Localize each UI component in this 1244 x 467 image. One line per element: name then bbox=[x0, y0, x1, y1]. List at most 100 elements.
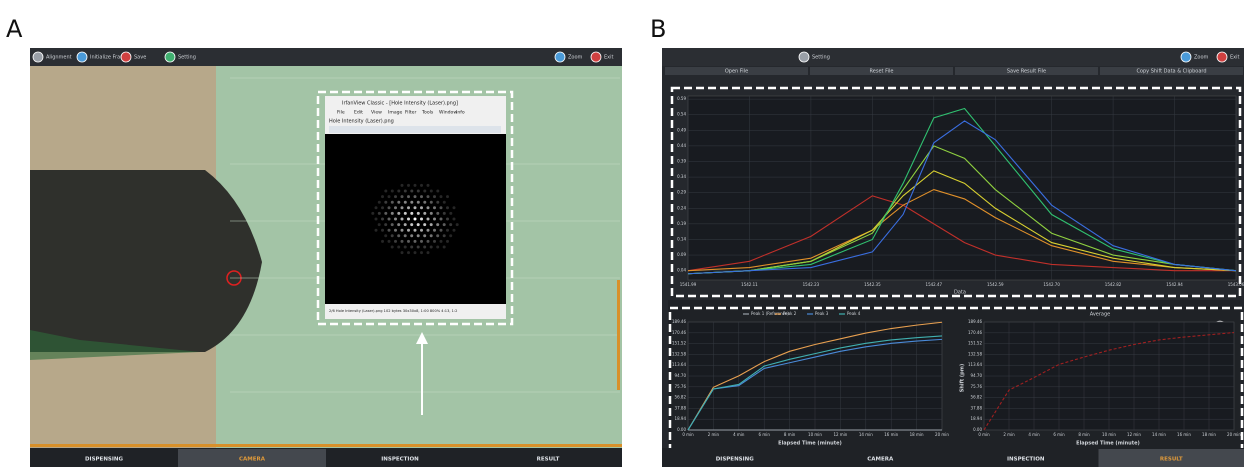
y-tick-label: 0.39 bbox=[677, 158, 686, 163]
dot bbox=[433, 240, 436, 243]
menu-item[interactable]: View bbox=[371, 110, 382, 116]
dot bbox=[394, 229, 397, 232]
tab-label[interactable]: CAMERA bbox=[239, 457, 266, 463]
dot bbox=[446, 206, 449, 209]
button-label[interactable]: Save Result File bbox=[1007, 69, 1046, 75]
dot bbox=[378, 201, 381, 204]
x-tick-label: 0 min bbox=[978, 432, 990, 437]
dot bbox=[404, 190, 407, 193]
tab-label[interactable]: CAMERA bbox=[867, 457, 894, 463]
dot bbox=[414, 195, 417, 198]
dot bbox=[394, 206, 397, 209]
dot bbox=[433, 229, 436, 232]
toolbar-button[interactable]: Zoom bbox=[1194, 55, 1209, 61]
dot bbox=[381, 229, 384, 232]
tab-label[interactable]: RESULT bbox=[1160, 457, 1183, 463]
y-tick-label: 0.14 bbox=[677, 236, 686, 241]
toolbar-icon[interactable] bbox=[77, 52, 87, 62]
dot bbox=[391, 246, 394, 249]
menu-item[interactable]: Edit bbox=[354, 110, 363, 116]
toolbar-icon[interactable] bbox=[799, 52, 809, 62]
dot bbox=[407, 218, 410, 221]
toolbar-icon[interactable] bbox=[165, 52, 175, 62]
x-tick-label: 1542.23 bbox=[803, 282, 820, 287]
tab-label[interactable]: RESULT bbox=[537, 457, 560, 463]
dot bbox=[430, 234, 433, 237]
x-tick-label: 2 min bbox=[1003, 432, 1015, 437]
menu-item[interactable]: File bbox=[337, 110, 345, 116]
dot bbox=[388, 206, 391, 209]
toolbar-icon[interactable] bbox=[1181, 52, 1191, 62]
y-tick-label: 75.76 bbox=[971, 384, 983, 389]
tab-label[interactable]: DISPENSING bbox=[85, 457, 124, 463]
menu-item[interactable]: Tools bbox=[421, 110, 434, 116]
toolbar-icon[interactable] bbox=[591, 52, 601, 62]
tab-label[interactable]: DISPENSING bbox=[716, 457, 755, 463]
x-tick-label: 1542.35 bbox=[864, 282, 881, 287]
dot bbox=[404, 201, 407, 204]
dot bbox=[401, 240, 404, 243]
x-tick-label: 4 min bbox=[733, 432, 745, 437]
x-tick-label: 20 min bbox=[935, 432, 949, 437]
toolbar-icon[interactable] bbox=[121, 52, 131, 62]
x-tick-label: 18 min bbox=[910, 432, 924, 437]
x-tick-label: 2 min bbox=[708, 432, 720, 437]
y-tick-label: 170.46 bbox=[672, 330, 686, 335]
dot bbox=[433, 195, 436, 198]
x-tick-label: 4 min bbox=[1028, 432, 1040, 437]
progress bbox=[30, 444, 622, 447]
dot bbox=[427, 251, 430, 254]
dot bbox=[407, 195, 410, 198]
toolbar-button[interactable]: Zoom bbox=[568, 55, 583, 61]
dot bbox=[440, 218, 443, 221]
x-tick-label: 20 min bbox=[1227, 432, 1241, 437]
dot bbox=[436, 212, 439, 215]
menu-item[interactable]: Filter bbox=[405, 110, 416, 116]
toolbar-button[interactable]: Alignment bbox=[46, 55, 72, 61]
x-tick-label: 18 min bbox=[1202, 432, 1216, 437]
dot bbox=[410, 234, 413, 237]
dot bbox=[388, 195, 391, 198]
toolbar-button[interactable]: Exit bbox=[604, 55, 614, 61]
tab-label[interactable]: INSPECTION bbox=[381, 457, 419, 463]
toolbar-button[interactable]: Setting bbox=[178, 55, 196, 61]
dot bbox=[407, 229, 410, 232]
probe bbox=[30, 170, 262, 352]
dot bbox=[410, 190, 413, 193]
dot bbox=[410, 212, 413, 215]
x-tick-label: 0 min bbox=[682, 432, 694, 437]
menu-item[interactable]: Window bbox=[439, 110, 457, 116]
dot bbox=[420, 195, 423, 198]
dot bbox=[427, 229, 430, 232]
dot bbox=[430, 212, 433, 215]
dot bbox=[414, 229, 417, 232]
y-tick-label: 94.70 bbox=[675, 373, 687, 378]
toolbar-icon[interactable] bbox=[33, 52, 43, 62]
y-tick-label: 0.09 bbox=[677, 252, 686, 257]
dot bbox=[378, 212, 381, 215]
dot bbox=[427, 218, 430, 221]
button-label[interactable]: Reset File bbox=[870, 69, 894, 75]
toolbar-icon[interactable] bbox=[1217, 52, 1227, 62]
toolbar-button[interactable]: Save bbox=[134, 55, 146, 61]
dot bbox=[410, 223, 413, 226]
dot bbox=[417, 201, 420, 204]
x-tick-label: 1542.11 bbox=[741, 282, 758, 287]
dot bbox=[394, 240, 397, 243]
y-tick-label: 0.44 bbox=[677, 143, 686, 148]
menu-item[interactable]: Image bbox=[388, 110, 403, 116]
toolbar-button[interactable]: Setting bbox=[812, 55, 830, 61]
dot bbox=[430, 190, 433, 193]
dot bbox=[381, 218, 384, 221]
x-tick-label: 10 min bbox=[1102, 432, 1116, 437]
y-tick-label: 18.94 bbox=[971, 416, 983, 421]
toolbar-icon[interactable] bbox=[555, 52, 565, 62]
button-label[interactable]: Open File bbox=[725, 69, 748, 75]
toolbar-button[interactable]: Exit bbox=[1230, 55, 1240, 61]
x-axis-label: Elapsed Time (minute) bbox=[778, 441, 842, 447]
menu-item[interactable]: Info bbox=[456, 110, 465, 116]
dot bbox=[394, 218, 397, 221]
button-label[interactable]: Copy Shift Data & Clipboard bbox=[1136, 69, 1206, 75]
dot bbox=[404, 246, 407, 249]
tab-label[interactable]: INSPECTION bbox=[1007, 457, 1045, 463]
